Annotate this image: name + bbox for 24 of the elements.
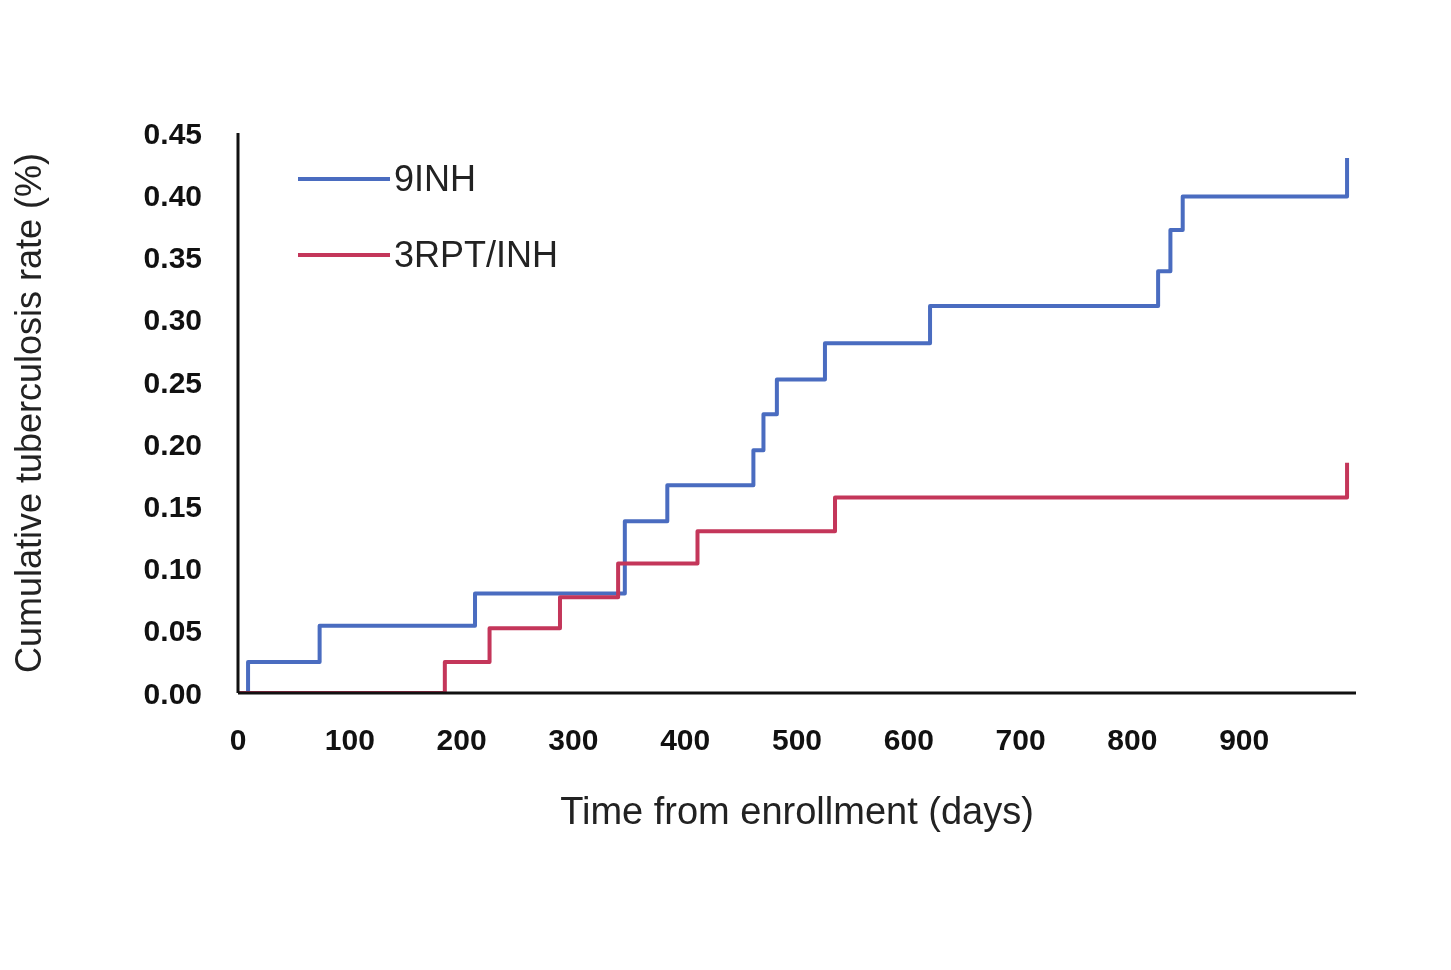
- x-tick-label: 900: [1219, 723, 1270, 757]
- x-tick-label: 200: [436, 723, 487, 757]
- y-tick-label: 0.25: [143, 365, 202, 399]
- y-tick-label: 0.20: [143, 427, 202, 461]
- x-tick-label: 600: [883, 723, 934, 757]
- x-tick-label: 100: [324, 723, 375, 757]
- y-tick-label: 0.00: [143, 676, 202, 710]
- y-tick-label: 0.15: [143, 489, 202, 523]
- x-tick-label: 700: [995, 723, 1046, 757]
- y-tick-label: 0.35: [143, 241, 202, 275]
- x-tick-label: 800: [1107, 723, 1158, 757]
- y-tick-label: 0.30: [143, 303, 202, 337]
- x-tick-label: 500: [771, 723, 823, 757]
- x-tick-label: 0: [229, 723, 247, 757]
- x-tick-label: 300: [548, 723, 599, 757]
- y-tick-label: 0.45: [143, 116, 202, 150]
- legend-label: 9INH: [394, 158, 477, 200]
- y-tick-label: 0.40: [143, 178, 202, 212]
- y-tick-label: 0.05: [143, 614, 202, 648]
- legend-label: 3RPT/INH: [394, 234, 559, 276]
- y-axis-title: Cumulative tuberculosis rate (%): [7, 152, 49, 674]
- y-tick-label: 0.10: [143, 552, 202, 586]
- x-axis-title: Time from enrollment (days): [560, 790, 1034, 832]
- x-tick-label: 400: [660, 723, 711, 757]
